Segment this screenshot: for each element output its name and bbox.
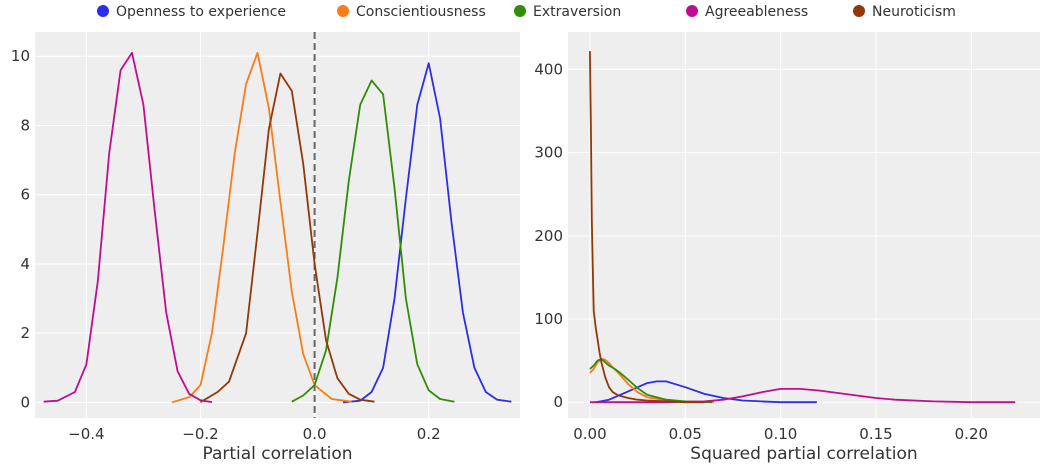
legend-label-4: Neuroticism [872, 4, 956, 20]
series-line-1 [171, 51, 352, 404]
legend-label-1: Conscientiousness [356, 4, 486, 20]
legend-marker-2 [514, 5, 526, 17]
legend-marker-3 [686, 5, 698, 17]
legend-label-2: Extraversion [533, 4, 621, 20]
series-line-0 [595, 380, 817, 404]
legend-label-3: Agreeableness [705, 4, 808, 20]
x-tick-label: 0.20 [955, 425, 988, 443]
x-tick-label: 0.00 [573, 425, 606, 443]
x-tick-label: 0.2 [417, 425, 441, 443]
series-line-4 [200, 72, 375, 403]
y-tick-label: 10 [11, 47, 30, 65]
y-tick-label: 0 [553, 393, 563, 411]
legend-marker-0 [97, 5, 109, 17]
x-tick-label: 0.0 [303, 425, 327, 443]
left-panel-partial-correlation: −0.4 −0.2 0.0 0.2 0 2 4 6 8 10 Partial correlation [11, 32, 520, 464]
y-tick-label: 200 [534, 227, 563, 245]
legend: Openness to experience Conscientiousness E… [97, 4, 956, 20]
y-tick-label: 4 [20, 255, 30, 273]
series-line-4 [589, 51, 705, 404]
legend-label-0: Openness to experience [116, 4, 286, 20]
plot-area-0 [35, 32, 520, 418]
x-tick-label: 0.15 [859, 425, 892, 443]
y-tick-label: 6 [20, 186, 30, 204]
series-line-2 [291, 79, 455, 403]
x-axis-label: Partial correlation [202, 444, 352, 464]
legend-marker-4 [853, 5, 865, 17]
y-tick-label: 300 [534, 144, 563, 162]
right-panel-squared-partial-correlation: 0.00 0.05 0.10 0.15 0.20 0 100 200 300 400 Squared… [534, 32, 1040, 464]
x-tick-label: 0.10 [764, 425, 797, 443]
y-tick-label: 400 [534, 60, 563, 78]
series-line-0 [343, 62, 512, 404]
y-tick-label: 2 [20, 324, 30, 342]
y-tick-label: 100 [534, 310, 563, 328]
y-tick-label: 8 [20, 116, 30, 134]
y-tick-label: 0 [20, 393, 30, 411]
x-axis-label: Squared partial correlation [690, 444, 917, 464]
x-tick-label: 0.05 [669, 425, 702, 443]
x-tick-label: −0.2 [182, 425, 218, 443]
plot-area-1 [568, 32, 1040, 418]
series-line-3 [43, 51, 213, 403]
legend-marker-1 [337, 5, 349, 17]
series-line-2 [589, 358, 713, 404]
x-tick-label: −0.4 [68, 425, 104, 443]
